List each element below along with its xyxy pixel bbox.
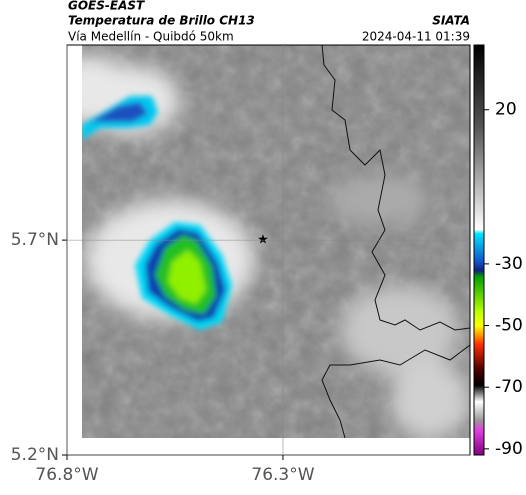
x-tick-label: 76.8°W bbox=[35, 465, 98, 485]
subtitle: Vía Medellín - Quibdó 50km bbox=[68, 30, 234, 44]
source-label: SIATA bbox=[432, 14, 470, 28]
datetime: 2024-04-11 01:39 bbox=[362, 30, 470, 44]
satellite-image bbox=[82, 45, 470, 438]
colorbar-tick-label: -50 bbox=[495, 316, 523, 336]
y-tick-label: 5.2°N bbox=[11, 445, 59, 465]
product-title: Temperatura de Brillo CH13 bbox=[68, 14, 255, 28]
satellite-label: GOES-EAST bbox=[68, 0, 145, 13]
colorbar bbox=[473, 44, 485, 456]
colorbar-tick-label: -90 bbox=[495, 439, 523, 459]
colorbar-tick-label: 20 bbox=[495, 100, 517, 120]
colorbar-tick-label: -30 bbox=[495, 254, 523, 274]
colorbar-tick-label: -70 bbox=[495, 377, 523, 397]
y-tick-label: 5.7°N bbox=[11, 230, 59, 250]
x-tick-label: 76.3°W bbox=[251, 465, 314, 485]
